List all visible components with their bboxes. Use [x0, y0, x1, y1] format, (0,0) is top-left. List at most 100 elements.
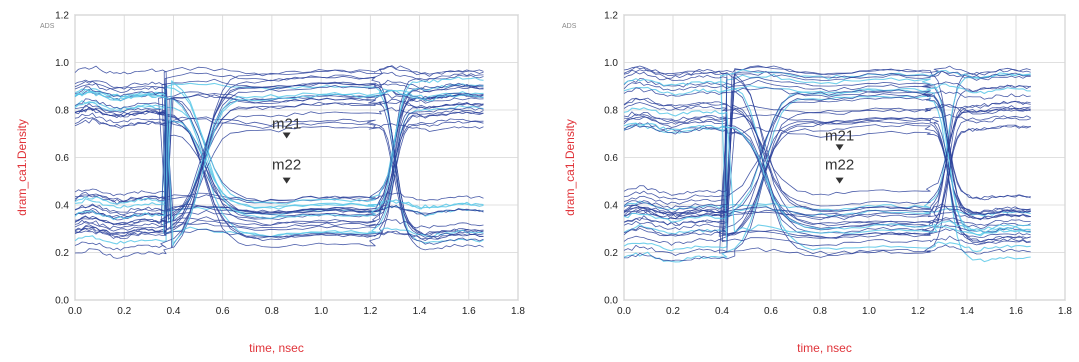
- x-tick-label: 1.6: [462, 306, 476, 317]
- markers: m21 m22: [825, 127, 854, 184]
- eye-trace: [623, 65, 1031, 205]
- eye-trace: [74, 71, 484, 197]
- eye-trace: [623, 71, 1031, 247]
- eye-trace: [623, 70, 1031, 210]
- eye-trace: [623, 69, 1031, 220]
- y-tick-label: 0.6: [604, 153, 618, 164]
- x-tick-label: 1.2: [363, 306, 377, 317]
- eye-trace: [623, 117, 1031, 220]
- x-tick-label: 1.0: [314, 306, 328, 317]
- eye-trace: [74, 76, 484, 221]
- eye-trace: [623, 77, 1031, 200]
- x-tick-label: 0.8: [265, 306, 279, 317]
- eye-trace: [623, 78, 1031, 253]
- eye-trace: [74, 93, 484, 238]
- eye-trace: [623, 72, 1031, 212]
- eye-trace: [74, 78, 484, 236]
- x-axis-label: time, nsec: [249, 341, 304, 355]
- eye-trace: [74, 66, 484, 232]
- eye-traces: [623, 65, 1031, 263]
- eye-trace: [74, 65, 484, 248]
- eye-trace: [623, 122, 1031, 239]
- eye-diagram-right: 0.0 0.2 0.4 0.6 0.8 1.0 1.2 1.4 1.6 1.8 0.0 0.2 0.4 0…: [562, 11, 1072, 356]
- eye-trace: [623, 124, 1031, 226]
- marker-m22-icon: [282, 177, 291, 184]
- eye-trace: [74, 83, 484, 259]
- tool-tag: ADS: [562, 23, 577, 30]
- eye-trace: [74, 82, 484, 245]
- marker-m22-label: m22: [825, 157, 854, 174]
- eye-trace: [623, 66, 1031, 213]
- eye-trace: [74, 107, 484, 222]
- y-tick-label: 1.0: [55, 58, 69, 69]
- tick-labels: 0.0 0.2 0.4 0.6 0.8 1.0 1.2 1.4 1.6 1.8 0.0 0.2 0.4 0…: [604, 11, 1072, 318]
- eye-trace: [623, 116, 1031, 243]
- eye-trace: [623, 96, 1031, 201]
- x-axis-label: time, nsec: [797, 341, 852, 355]
- y-tick-label: 1.2: [604, 11, 618, 22]
- tool-tag: ADS: [40, 23, 55, 30]
- eye-trace: [74, 98, 484, 220]
- eye-trace: [623, 80, 1031, 92]
- eye-traces: [74, 65, 484, 259]
- eye-trace: [74, 117, 484, 245]
- eye-diagram-left: 0.0 0.2 0.4 0.6 0.8 1.0 1.2 1.4 1.6 1.8 0.0 0.2 0.4 0…: [15, 11, 525, 356]
- y-axis-label: dram_ca1.Density: [15, 119, 29, 216]
- marker-m21-label: m21: [272, 116, 301, 133]
- marker-m22-icon: [835, 177, 844, 184]
- eye-trace: [74, 86, 484, 229]
- markers: m21 m22: [272, 116, 301, 184]
- eye-trace: [623, 87, 1031, 216]
- y-tick-label: 0.6: [55, 153, 69, 164]
- y-tick-label: 0.0: [55, 296, 69, 307]
- eye-trace: [74, 123, 484, 239]
- x-tick-label: 1.8: [511, 306, 525, 317]
- x-tick-label: 0.2: [117, 306, 131, 317]
- x-tick-label: 0.6: [216, 306, 230, 317]
- grid: [623, 14, 1066, 301]
- x-tick-label: 1.8: [1058, 306, 1072, 317]
- y-tick-label: 0.2: [55, 248, 69, 259]
- eye-trace: [623, 101, 1031, 214]
- eye-trace: [74, 83, 484, 213]
- eye-trace: [623, 107, 1031, 237]
- eye-trace: [74, 89, 484, 247]
- eye-trace: [623, 104, 1031, 262]
- x-tick-label: 1.2: [911, 306, 925, 317]
- x-tick-label: 0.6: [764, 306, 778, 317]
- y-tick-label: 0.4: [55, 201, 69, 212]
- eye-trace: [623, 122, 1031, 231]
- eye-trace: [74, 83, 484, 205]
- eye-trace: [623, 73, 1031, 236]
- x-tick-label: 0.2: [666, 306, 680, 317]
- eye-trace: [75, 93, 484, 226]
- y-tick-label: 0.0: [604, 296, 618, 307]
- x-tick-label: 1.6: [1009, 306, 1023, 317]
- y-tick-label: 0.8: [604, 106, 618, 117]
- x-tick-label: 0.0: [617, 306, 631, 317]
- eye-trace: [74, 92, 484, 203]
- y-tick-label: 0.8: [55, 106, 69, 117]
- y-tick-label: 1.2: [55, 11, 69, 22]
- eye-trace: [623, 95, 1031, 263]
- x-tick-label: 1.0: [862, 306, 876, 317]
- eye-trace: [74, 191, 484, 202]
- eye-trace: [623, 123, 1031, 246]
- y-tick-label: 0.4: [604, 201, 618, 212]
- eye-trace: [623, 206, 1031, 216]
- y-axis-label: dram_ca1.Density: [563, 119, 577, 216]
- eye-trace: [623, 90, 1031, 236]
- x-tick-label: 1.4: [960, 306, 974, 317]
- eye-trace: [74, 134, 484, 216]
- eye-trace: [74, 119, 484, 210]
- x-tick-label: 0.4: [715, 306, 729, 317]
- eye-trace: [74, 93, 484, 230]
- eye-trace: [623, 122, 1031, 217]
- eye-trace: [623, 108, 1031, 196]
- eye-trace: [74, 79, 484, 226]
- x-tick-label: 0.8: [813, 306, 827, 317]
- y-tick-label: 1.0: [604, 58, 618, 69]
- eye-trace: [623, 113, 1031, 124]
- eye-trace: [623, 70, 1031, 220]
